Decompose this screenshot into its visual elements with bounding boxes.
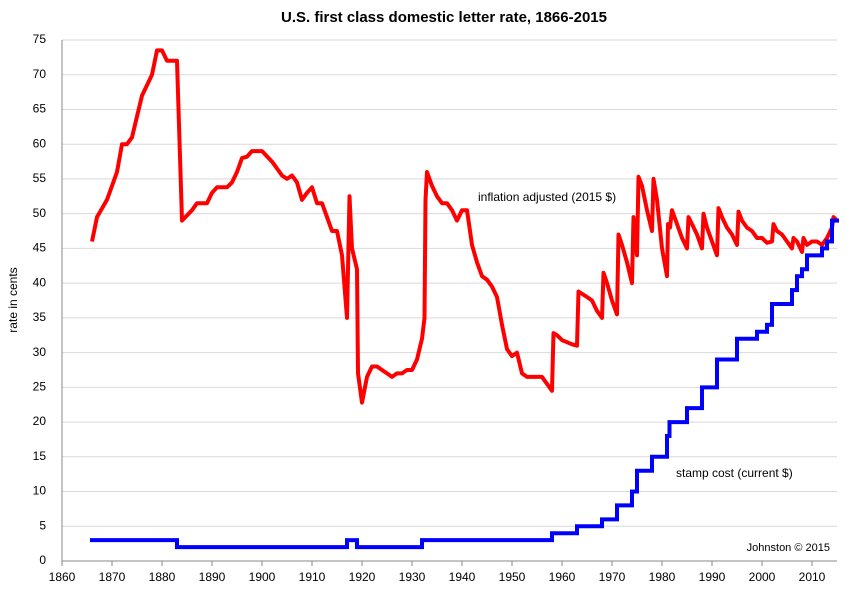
y-tick-label: 25 [33,380,47,394]
y-tick-label: 10 [33,484,47,498]
y-tick-label: 15 [33,449,47,463]
chart-title: U.S. first class domestic letter rate, 1… [281,9,607,26]
y-tick-label: 70 [33,67,47,81]
y-tick-label: 55 [33,171,47,185]
y-tick-label: 5 [39,518,46,532]
y-tick-label: 20 [33,414,47,428]
x-tick-label: 1990 [699,570,726,584]
y-tick-label: 45 [33,241,47,255]
annotation: Johnston © 2015 [747,542,830,554]
x-tick-label: 2010 [799,570,826,584]
x-tick-label: 1890 [199,570,226,584]
y-tick-label: 65 [33,102,47,116]
x-tick-label: 1920 [349,570,376,584]
x-tick-label: 1960 [549,570,576,584]
line-series [90,48,839,405]
x-tick-label: 1970 [599,570,626,584]
y-tick-label: 0 [39,553,46,567]
y-axis-label: rate in cents [6,267,20,332]
x-tick-label: 1980 [649,570,676,584]
x-tick-label: 1940 [449,570,476,584]
x-tick-label: 1900 [249,570,276,584]
x-tick-label: 2000 [749,570,776,584]
x-tick-label: 1930 [399,570,426,584]
annotation: inflation adjusted (2015 $) [478,190,616,204]
x-tick-label: 1870 [99,570,126,584]
y-tick-label: 30 [33,345,47,359]
x-tick-label: 1950 [499,570,526,584]
y-tick-label: 35 [33,310,47,324]
x-tick-label: 1880 [149,570,176,584]
y-tick-label: 75 [33,32,47,46]
y-tick-label: 40 [33,275,47,289]
x-tick-label: 1860 [49,570,76,584]
y-tick-label: 60 [33,136,47,150]
annotation: stamp cost (current $) [676,466,793,480]
y-tick-label: 50 [33,206,47,220]
x-tick-label: 1910 [299,570,326,584]
